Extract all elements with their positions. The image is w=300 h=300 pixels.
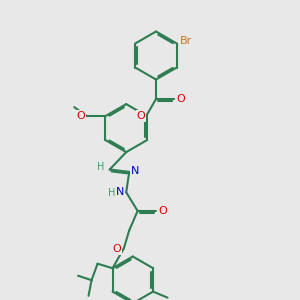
Text: H: H (108, 188, 116, 198)
Text: H: H (97, 161, 104, 172)
Text: O: O (158, 206, 167, 216)
Text: O: O (113, 244, 122, 254)
Text: Br: Br (180, 36, 192, 46)
Text: N: N (130, 166, 139, 176)
Text: N: N (116, 187, 124, 197)
Text: O: O (76, 111, 85, 121)
Text: O: O (176, 94, 185, 104)
Text: O: O (136, 111, 146, 121)
